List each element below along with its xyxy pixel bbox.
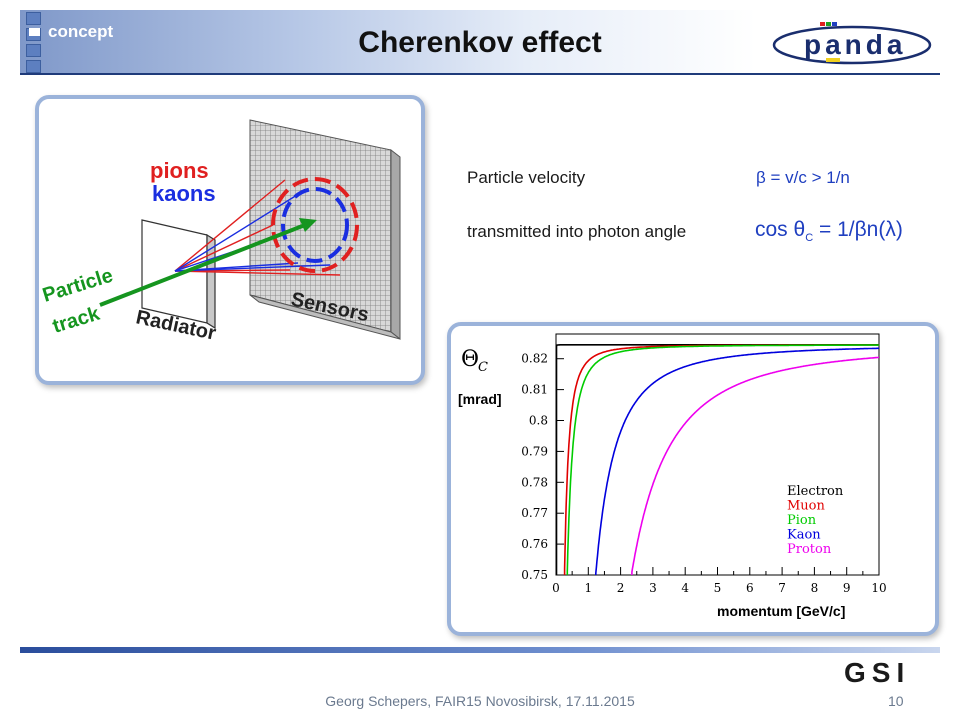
cherenkov-angle-chart: 0 1 2 3 4 5 6 7 8 9 10 0.75 0.76 0.77 0.78 0.79 0.8 0.81 0… [458, 333, 887, 619]
chart-plot-frame [555, 333, 880, 576]
y-tick-label: 0.81 [521, 383, 548, 397]
x-tick-label: 7 [778, 581, 786, 595]
chart-ylabel-symbol: Θ [461, 347, 479, 372]
chart-ylabel-sub: C [478, 360, 488, 375]
angle-formula-suffix: = 1/βn(λ) [813, 218, 903, 241]
angle-label: transmitted into photon angle [467, 222, 687, 241]
legend-electron: Electron [787, 484, 844, 499]
y-tick-label: 0.75 [521, 568, 548, 582]
y-tick-label: 0.8 [529, 414, 548, 428]
x-tick-label: 0 [552, 581, 560, 595]
x-tick-label: 5 [714, 581, 722, 595]
footer-text: Georg Schepers, FAIR15 Novosibirsk, 17.1… [325, 693, 635, 709]
x-tick-label: 6 [746, 581, 754, 595]
series-line-kaon [595, 347, 879, 575]
legend-proton: Proton [787, 542, 832, 557]
legend-kaon: Kaon [787, 528, 821, 543]
pion-ring [271, 177, 359, 273]
x-tick-label: 3 [649, 581, 657, 595]
header-squares-decoration [26, 12, 41, 76]
angle-formula-sub: C [805, 232, 814, 245]
gsi-logo: GSI [844, 657, 910, 686]
series-line-proton [631, 356, 879, 575]
y-tick-label: 0.79 [521, 444, 548, 458]
chart-xlabel: momentum [GeV/c] [717, 603, 845, 619]
x-tick-label: 4 [681, 581, 689, 595]
particle-track-arrow [99, 223, 306, 307]
series-line-pion [566, 344, 879, 575]
section-bullet-icon [29, 28, 40, 36]
chart-ylabel-unit: [mrad] [458, 391, 502, 407]
footer-bar [20, 647, 940, 653]
legend-muon: Muon [787, 499, 826, 514]
angle-formula-prefix: cos θ [755, 218, 806, 241]
slide-title: Cherenkov effect [358, 26, 602, 59]
legend-pion: Pion [787, 513, 817, 528]
x-tick-label: 1 [584, 581, 592, 595]
angle-formula: cos θC = 1/βn(λ) [755, 218, 903, 244]
cherenkov-diagram: pions kaons Particle track Radiator Sens… [40, 119, 401, 345]
kaon-ring [281, 187, 349, 263]
x-tick-label: 8 [811, 581, 819, 595]
section-label: concept [48, 22, 114, 41]
velocity-label: Particle velocity [467, 168, 586, 187]
y-tick-label: 0.82 [521, 352, 548, 366]
page-number: 10 [888, 693, 904, 709]
gsi-logo-text: GSI [844, 657, 910, 686]
particle-label: Particle [40, 265, 116, 307]
y-tick-label: 0.77 [521, 506, 548, 520]
sensor-plane-side [390, 148, 401, 341]
y-tick-label: 0.78 [521, 475, 548, 489]
kaons-label: kaons [152, 181, 216, 206]
header-divider [20, 73, 940, 75]
x-tick-label: 2 [617, 581, 625, 595]
x-tick-label: 9 [843, 581, 851, 595]
panda-logo-text: panda [804, 29, 906, 60]
header-bar [20, 10, 940, 73]
panda-logo: panda [772, 22, 932, 65]
pions-label: pions [150, 158, 209, 183]
y-tick-label: 0.76 [521, 537, 548, 551]
track-label: track [50, 303, 103, 338]
x-tick-label: 10 [871, 581, 886, 595]
velocity-formula: β = v/c > 1/n [756, 168, 850, 187]
pion-photon-lines [174, 179, 341, 276]
